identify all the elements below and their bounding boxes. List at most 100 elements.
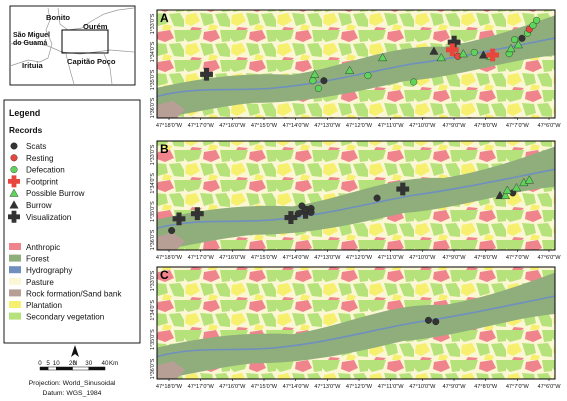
longitude-label: 47°7'0"W: [506, 384, 530, 390]
legend-burrow-label: Burrow: [26, 201, 52, 210]
legend-plantation-swatch: [9, 301, 21, 308]
legend-secondary-vegetation-swatch: [9, 312, 21, 320]
longitude-label: 47°11'0"W: [378, 123, 404, 129]
record-scats-marker: [168, 227, 176, 235]
record-scats-marker: [432, 318, 440, 326]
latitude-label: 1°35'0"S: [150, 329, 156, 350]
record-scats-marker: [320, 77, 328, 85]
longitude-label: 47°7'0"W: [506, 255, 530, 261]
legend-footprint-label: Footprint: [26, 177, 59, 186]
latitude-label: 1°34'0"S: [150, 300, 156, 321]
legend-frame: [3, 99, 141, 344]
legend-scats-icon: [10, 142, 18, 150]
legend-resting-label: Resting: [26, 154, 53, 163]
record-possible-burrow-marker: [524, 175, 534, 184]
panel-letter: B: [160, 142, 169, 156]
inset-label-irituia: Irituia: [22, 61, 43, 70]
longitude-label: 47°9'0"W: [442, 123, 466, 129]
longitude-label: 47°17'0"W: [188, 123, 215, 129]
scale-area: N 0 5 10 20 30 40 Km Projection: World_Sinusoi…: [29, 345, 118, 397]
record-defecation-marker: [410, 78, 418, 86]
inset-boundary: [65, 53, 75, 85]
longitude-label: 47°7'0"W: [506, 123, 530, 129]
longitude-label: 47°8'0"W: [474, 123, 498, 129]
longitude-label: 47°12'0"W: [346, 384, 373, 390]
latitude-label: 1°36'0"S: [150, 97, 156, 118]
scale-bar-segment: [56, 366, 73, 371]
map-content: [157, 267, 555, 379]
legend-anthropic-swatch: [9, 243, 21, 250]
record-scats-marker: [518, 34, 526, 42]
inset-boundary: [9, 7, 53, 67]
legend-hydrography-label: Hydrography: [26, 266, 73, 275]
record-defecation-marker: [364, 72, 372, 80]
longitude-label: 47°14'0"W: [283, 384, 310, 390]
legend-records-list: Scats Resting Defecation Footprint Possible …: [8, 142, 85, 223]
latitude-label: 1°33'0"S: [150, 144, 156, 165]
legend-records-title: Records: [9, 125, 43, 135]
record-possible-burrow-marker: [506, 43, 516, 53]
longitude-label: 47°14'0"W: [283, 255, 310, 261]
legend-hydrography-swatch: [9, 266, 21, 274]
record-burrow-marker: [495, 190, 505, 199]
legend-defecation-label: Defecation: [26, 166, 65, 175]
legend-pasture-label: Pasture: [26, 278, 54, 287]
legend-scats-label: Scats: [26, 142, 46, 151]
record-possible-burrow-marker: [458, 49, 468, 58]
map-panel-b: B 47°18'0"W 47°17'0"W 47°16'0"W 47°15'0"W 47°…: [150, 140, 561, 261]
longitude-label: 47°8'0"W: [474, 384, 498, 390]
record-possible-burrow-marker: [511, 183, 522, 192]
legend-plantation-label: Plantation: [26, 301, 62, 310]
rock-formation-area: [157, 361, 185, 379]
legend-visualization-icon: [8, 210, 20, 223]
latitude-label: 1°35'0"S: [150, 69, 156, 90]
longitude-label: 47°16'0"W: [219, 123, 246, 129]
legend-secondary-vegetation-label: Secondary vegetation: [26, 313, 104, 322]
latitude-label: 1°36'0"S: [150, 229, 156, 250]
legend-anthropic-label: Anthropic: [26, 243, 60, 252]
map-frame: [156, 9, 556, 119]
legend-landcover-list: Anthropic Forest Hydrography Pasture Rock fo…: [9, 243, 122, 322]
record-possible-burrow-marker: [345, 65, 355, 74]
latitude-label: 1°33'0"S: [150, 13, 156, 34]
map-content: [157, 141, 555, 250]
longitude-label: 47°16'0"W: [219, 255, 246, 261]
record-scats-marker: [298, 202, 306, 210]
latitude-label: 1°35'0"S: [150, 201, 156, 222]
longitude-label: 47°14'0"W: [283, 123, 310, 129]
record-possible-burrow-marker: [436, 52, 446, 62]
longitude-label: 47°17'0"W: [188, 384, 215, 390]
forest-area: [157, 272, 555, 379]
legend-possible-burrow-label: Possible Burrow: [26, 189, 85, 198]
record-scats-marker: [373, 194, 381, 202]
record-defecation-marker: [511, 36, 519, 44]
record-possible-burrow-marker: [378, 52, 388, 62]
record-scats-marker: [307, 208, 315, 216]
longitude-label: 47°9'0"W: [442, 384, 466, 390]
longitude-label: 47°13'0"W: [314, 123, 341, 129]
inset-label-capitao-poco: Capitão Poço: [67, 57, 116, 66]
record-possible-burrow-marker: [500, 190, 511, 199]
scale-bar-segment: [72, 366, 89, 371]
scale-bar-tick-label: 30: [85, 360, 92, 367]
legend-pasture-swatch: [9, 277, 21, 285]
scale-bar-tick-label: 20: [69, 360, 76, 367]
record-defecation-marker: [470, 48, 478, 56]
longitude-label: 47°18'0"W: [156, 384, 183, 390]
record-visualization-marker: [190, 207, 204, 221]
record-defecation-marker: [533, 16, 541, 24]
legend-resting-icon: [10, 154, 18, 162]
rock-formation-area: [157, 232, 185, 250]
record-visualization-marker: [172, 212, 186, 226]
datum-text: Datum: WGS_1984: [43, 390, 102, 397]
record-possible-burrow-marker: [513, 40, 523, 49]
map-panels: A 47°18'0"W 47°17'0"W 47°16'0"W 47°15'0"W 47°…: [150, 9, 561, 390]
inset-map: Bonito Ourém São Miguel do Guamá Capitão …: [9, 5, 136, 86]
record-burrow-marker: [429, 46, 439, 55]
map-frame: [156, 266, 556, 380]
longitude-label: 47°15'0"W: [251, 255, 278, 261]
longitude-label: 47°9'0"W: [442, 255, 466, 261]
map-panel-c: C 47°18'0"W 47°17'0"W 47°16'0"W 47°15'0"W 47°…: [150, 266, 561, 390]
legend-forest-label: Forest: [26, 255, 50, 264]
